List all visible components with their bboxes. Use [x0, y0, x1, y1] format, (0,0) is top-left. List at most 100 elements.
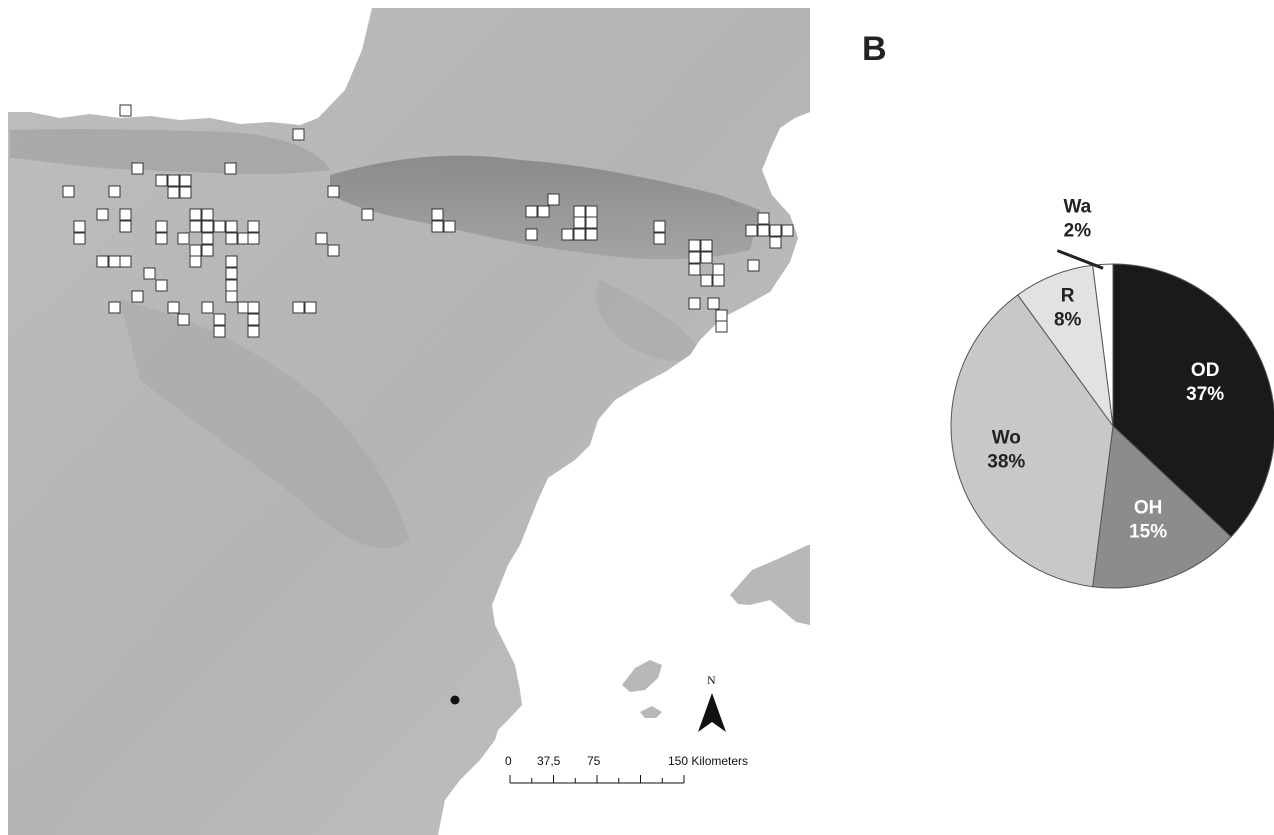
record-grid-cell [155, 220, 168, 233]
record-grid-cell [757, 224, 770, 237]
record-grid-cell [155, 174, 168, 187]
record-grid-cell [707, 297, 720, 310]
record-grid-cell [167, 186, 180, 199]
relief-map: N 0 37,5 75 150 Kilometers [8, 8, 810, 835]
record-grid-cell [155, 279, 168, 292]
record-grid-cell [431, 220, 444, 233]
record-grid-cell [700, 251, 713, 264]
record-grid-cell [585, 205, 598, 218]
record-grid-cell [189, 244, 202, 257]
pie-label-r: R [1061, 286, 1075, 307]
record-grid-cell [201, 220, 214, 233]
record-grid-cell [585, 228, 598, 241]
pie-value-oh: 15% [1129, 522, 1167, 543]
record-grid-cell [155, 232, 168, 245]
record-grid-cell [131, 290, 144, 303]
record-grid-cell [96, 208, 109, 221]
record-grid-cell [327, 185, 340, 198]
record-grid-cell [167, 301, 180, 314]
record-grid-cell [747, 259, 760, 272]
pie-label-oh: OH [1134, 498, 1163, 519]
record-grid-cell [525, 228, 538, 241]
record-grid-cell [177, 313, 190, 326]
record-grid-cell [561, 228, 574, 241]
record-grid-cell [119, 208, 132, 221]
pie-label-od: OD [1191, 360, 1220, 381]
record-grid-cell [745, 224, 758, 237]
bay-of-biscay-sea [8, 8, 372, 125]
record-grid-cell [225, 267, 238, 280]
record-grid-cell [225, 279, 238, 292]
pie-value-r: 8% [1054, 310, 1082, 331]
record-grid-cell [213, 325, 226, 338]
record-grid-cell [73, 232, 86, 245]
scale-tick-label-0: 0 [505, 754, 512, 768]
panel-label-b: B [862, 30, 887, 68]
north-arrow-icon [698, 693, 726, 732]
habitat-pie-chart: OD 37% OH 15% Wo 38% R 8% Wa 2% [950, 197, 1274, 589]
record-grid-cell [525, 205, 538, 218]
record-grid-cell [73, 220, 86, 233]
north-label: N [707, 673, 716, 687]
scale-tick-label-37-5: 37,5 [537, 754, 561, 768]
record-grid-cell [769, 224, 782, 237]
record-grid-cell [537, 205, 550, 218]
record-grid-cell [573, 216, 586, 229]
record-grid-cell [700, 239, 713, 252]
record-grid-cell [189, 255, 202, 268]
record-grid-cell [179, 174, 192, 187]
record-grid-cell [108, 301, 121, 314]
record-grid-cell [201, 244, 214, 257]
record-grid-cell [201, 301, 214, 314]
record-grid-cell [247, 325, 260, 338]
record-grid-cell [715, 320, 728, 333]
ibiza-island [622, 660, 662, 692]
record-grid-cell [108, 185, 121, 198]
record-grid-cell [292, 128, 305, 141]
cantabrian-relief [10, 129, 330, 175]
record-grid-cell [688, 251, 701, 264]
iberian-relief [120, 300, 410, 548]
record-grid-cell [304, 301, 317, 314]
record-grid-cell [585, 216, 598, 229]
record-grid-cell [700, 274, 713, 287]
mallorca-island [730, 545, 810, 625]
record-grid-cell [247, 313, 260, 326]
record-grid-cell [224, 162, 237, 175]
record-grid-cell [119, 255, 132, 268]
pie-label-wo: Wo [992, 427, 1021, 448]
record-grid-cell [327, 244, 340, 257]
pie-slice-od [1112, 263, 1274, 538]
record-grid-cells [62, 104, 794, 338]
record-grid-cell [361, 208, 374, 221]
record-grid-cell [201, 208, 214, 221]
record-grid-cell [781, 224, 794, 237]
record-grid-cell [167, 174, 180, 187]
record-grid-cell [225, 232, 238, 245]
record-grid-cell [653, 220, 666, 233]
scale-bar: 0 37,5 75 150 Kilometers [505, 754, 748, 784]
pie-slices [950, 263, 1274, 589]
record-grid-cell [225, 255, 238, 268]
scale-tick-label-150: 150 Kilometers [668, 754, 748, 768]
record-grid-cell [688, 297, 701, 310]
scale-tick-label-75: 75 [587, 754, 601, 768]
record-grid-cell [292, 301, 305, 314]
pie-value-wo: 38% [987, 451, 1025, 472]
record-grid-cell [119, 220, 132, 233]
record-grid-cell [225, 220, 238, 233]
point-record-marker [450, 695, 460, 705]
record-grid-cell [712, 263, 725, 276]
pie-slice-wo [950, 294, 1114, 588]
record-grid-cell [688, 263, 701, 276]
pie-label-wa: Wa [1063, 197, 1091, 218]
pie-value-wa: 2% [1064, 221, 1092, 242]
formentera-island [640, 706, 662, 718]
record-grid-cell [443, 220, 456, 233]
record-grid-cell [247, 301, 260, 314]
pie-leader-line-wa [1056, 249, 1104, 270]
pie-labels: OD 37% OH 15% Wo 38% R 8% Wa 2% [987, 197, 1224, 543]
pie-value-od: 37% [1186, 384, 1224, 405]
record-grid-cell [189, 208, 202, 221]
record-grid-cell [177, 232, 190, 245]
